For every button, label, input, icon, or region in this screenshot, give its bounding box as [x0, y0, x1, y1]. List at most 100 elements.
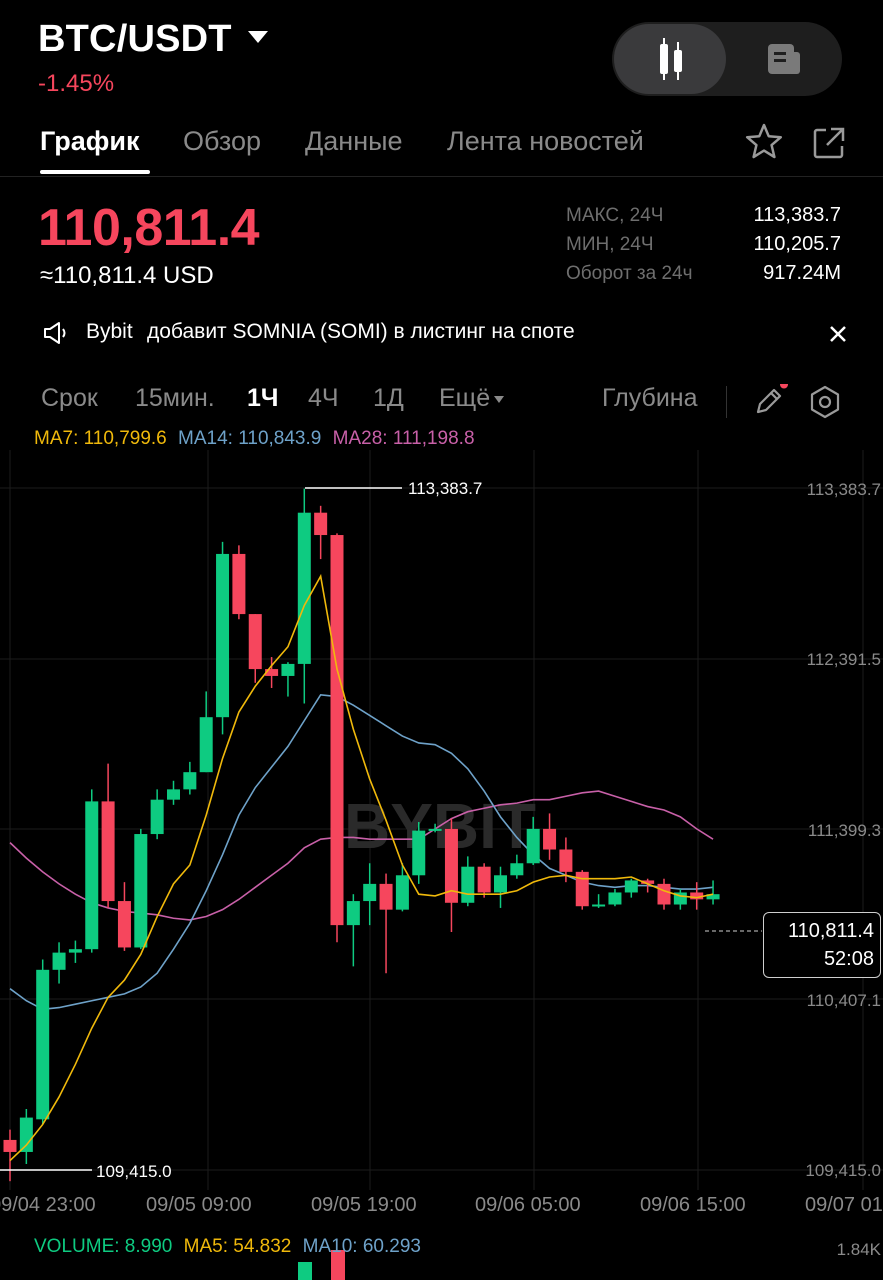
candle-up — [363, 883, 377, 902]
usd-price: ≈110,811.4 USD — [40, 262, 214, 289]
stat-high-label: МАКС, 24Ч — [566, 205, 664, 226]
stat-turnover-label: Оборот за 24ч — [566, 263, 693, 284]
tab-news-wrapper: Лента новостей — [447, 122, 659, 166]
volume-bar — [331, 1250, 345, 1280]
candle-up — [297, 512, 311, 664]
candle-up — [706, 894, 720, 900]
time-axis-label: 09/06 15:00 — [640, 1194, 746, 1216]
candle-down — [248, 614, 262, 670]
ma14-value: MA14: 110,843.9 — [178, 428, 322, 449]
trading-pair-label: BTC/USDT — [38, 18, 232, 60]
price-axis-label: 112,391.5 — [806, 650, 881, 669]
candle-down — [690, 892, 704, 900]
candle-down — [543, 828, 557, 850]
volume-bar — [298, 1262, 312, 1280]
divider — [726, 386, 727, 418]
price-change-percent: -1.45% — [38, 70, 115, 97]
close-icon[interactable] — [828, 324, 848, 344]
share-external-icon[interactable] — [810, 124, 848, 162]
interval-more-label: Ещё — [439, 384, 491, 412]
info-view-button[interactable] — [730, 24, 840, 94]
candle-down — [117, 901, 131, 948]
candle-down — [265, 669, 279, 676]
time-axis-label: 09/05 09:00 — [146, 1194, 252, 1216]
price-axis-label: 109,415.0 — [805, 1161, 881, 1180]
candle-down — [575, 871, 589, 907]
caret-down-icon — [494, 395, 505, 403]
price-axis-label: 111,399.3 — [807, 821, 881, 840]
current-price-value: 110,811.4 — [787, 920, 874, 942]
candle-up — [592, 904, 606, 907]
interval-more[interactable]: Ещё — [439, 384, 505, 413]
volume-value: VOLUME: 8.990 — [34, 1236, 173, 1257]
candle-down — [3, 1139, 17, 1152]
interval-1d[interactable]: 1Д — [373, 384, 404, 412]
candle-up — [346, 901, 360, 926]
stat-low-label: МИН, 24Ч — [566, 234, 654, 255]
star-icon[interactable] — [744, 122, 784, 162]
candle-down — [314, 512, 328, 536]
time-axis-label: 09/06 05:00 — [475, 1194, 581, 1216]
active-tab-indicator — [40, 170, 150, 174]
tab-chart[interactable]: График — [40, 126, 140, 156]
candle-up — [608, 892, 622, 905]
candle-up — [526, 828, 540, 864]
announcement-bar[interactable]: Bybit добавит SOMNIA (SOMI) в листинг на… — [40, 318, 850, 348]
current-price-tag: 110,811.4 52:08 — [763, 912, 881, 978]
announcement-text: добавит SOMNIA (SOMI) в листинг на споте — [147, 320, 575, 343]
volume-ma10: MA10: 60.293 — [302, 1236, 421, 1257]
interval-bar: Срок 15мин. 1Ч 4Ч 1Д Ещё Глубина — [0, 384, 883, 420]
ma14-line — [9, 694, 714, 1011]
candle-down — [641, 880, 655, 884]
candle-up — [412, 830, 426, 876]
candle-up — [281, 663, 295, 676]
candle-up — [395, 875, 409, 910]
candle-down — [444, 828, 458, 903]
candle-up — [19, 1117, 33, 1152]
candle-up — [183, 772, 197, 790]
last-price: 110,811.4 — [38, 199, 260, 257]
candle-down — [232, 553, 246, 615]
candle-down — [657, 883, 671, 905]
drawing-pencil-icon[interactable] — [752, 384, 792, 418]
time-axis-label: 09/07 01 — [805, 1194, 883, 1216]
settings-icon[interactable] — [807, 384, 843, 420]
interval-4h[interactable]: 4Ч — [308, 384, 339, 412]
candle-up — [624, 880, 638, 893]
low-marker-label: 109,415.0 — [96, 1162, 172, 1181]
candle-up — [428, 828, 442, 831]
chart-view-button[interactable] — [614, 24, 726, 94]
high-marker-label: 113,383.7 — [408, 479, 483, 498]
candle-up — [461, 866, 475, 903]
interval-label: Срок — [41, 384, 98, 412]
interval-15m[interactable]: 15мин. — [135, 384, 215, 412]
candle-up — [150, 799, 164, 835]
interval-1h[interactable]: 1Ч — [247, 384, 279, 412]
volume-legend: VOLUME: 8.990 MA5: 54.832 MA10: 60.293 — [34, 1236, 421, 1258]
candle-countdown: 52:08 — [823, 948, 874, 970]
time-axis-label: 09/05 19:00 — [311, 1194, 417, 1216]
candle-down — [559, 849, 573, 872]
chevron-down-icon — [247, 30, 268, 43]
trading-pair-selector[interactable]: BTC/USDT — [38, 18, 268, 61]
volume-axis-max: 1.84K — [836, 1240, 881, 1259]
stat-high-value: 113,383.7 — [753, 204, 842, 226]
tab-data[interactable]: Данные — [305, 126, 403, 156]
candle-up — [68, 949, 82, 953]
candle-down — [101, 801, 115, 902]
tab-overview[interactable]: Обзор — [183, 126, 261, 156]
candle-down — [379, 883, 393, 910]
candlestick-icon — [660, 38, 682, 80]
candle-up — [199, 717, 213, 773]
tab-news[interactable]: Лента новостей — [447, 126, 644, 156]
candle-up — [167, 789, 180, 800]
price-axis-label: 110,407.1 — [806, 991, 881, 1010]
candle-down — [477, 866, 491, 893]
volume-ma5: MA5: 54.832 — [183, 1236, 292, 1257]
main-tabs: График Обзор Данные Лента новостей — [0, 122, 883, 177]
candle-up — [494, 875, 507, 893]
candle-up — [52, 952, 66, 970]
candle-down — [330, 535, 344, 926]
depth-button[interactable]: Глубина — [602, 384, 698, 412]
